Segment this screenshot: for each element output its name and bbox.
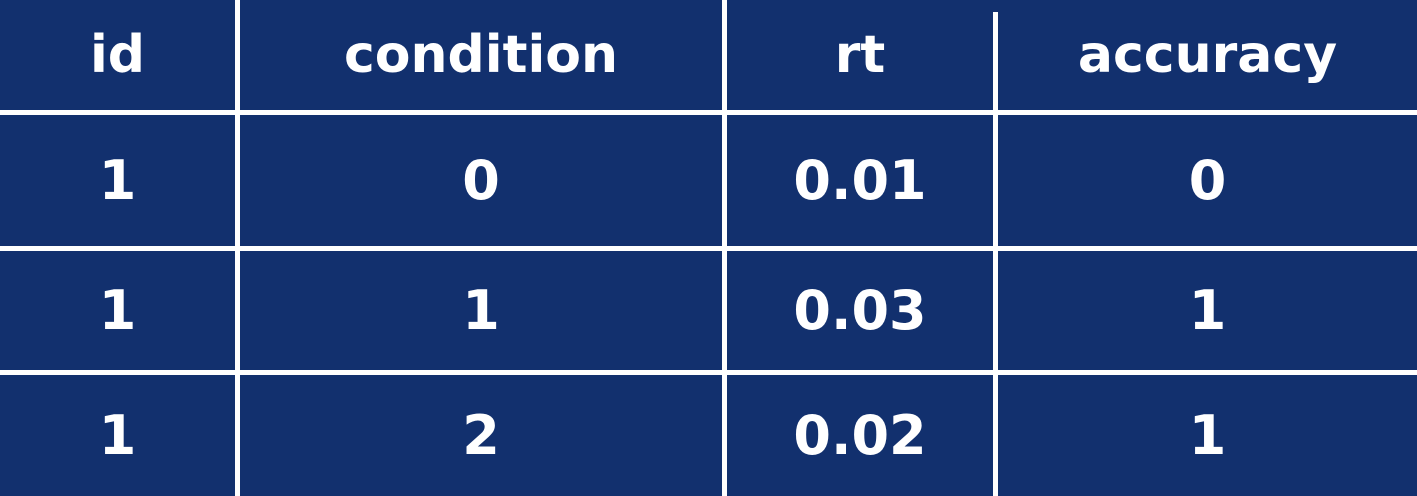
table-cell: 0.02: [793, 403, 927, 467]
table-cell: 0: [1188, 148, 1227, 212]
column-divider: [993, 12, 998, 496]
header-cell-rt: rt: [834, 25, 886, 85]
table-cell: 1: [1188, 278, 1227, 342]
table-cell: 1: [462, 278, 500, 342]
header-cell-id: id: [89, 25, 146, 85]
table-cell: 0.03: [793, 278, 927, 342]
row-divider: [0, 110, 1417, 115]
table-cell: 0.01: [793, 148, 927, 212]
table-cell: 1: [98, 403, 137, 467]
table-cell: 1: [98, 148, 137, 212]
table-cell: 1: [98, 278, 137, 342]
table-cell: 2: [462, 403, 500, 467]
header-cell-accuracy: accuracy: [1077, 25, 1338, 85]
header-cell-condition: condition: [343, 25, 619, 85]
row-divider: [0, 370, 1417, 375]
table-cell: 1: [1188, 403, 1227, 467]
table-cell: 0: [462, 148, 500, 212]
row-divider: [0, 246, 1417, 251]
